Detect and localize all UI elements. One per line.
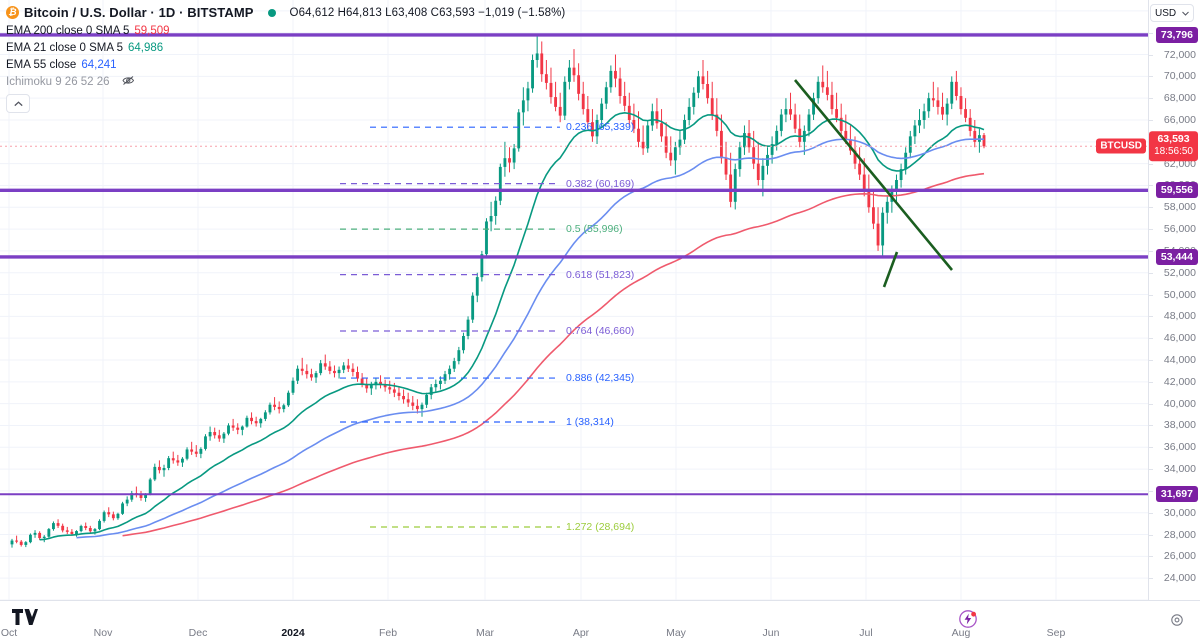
price-axis-tick-mark <box>1149 447 1153 449</box>
fib-level-label: 0.382 (60,169) <box>566 177 635 190</box>
price-axis-tick: 28,000 <box>1163 528 1196 541</box>
countdown-timer: 18:56:50 <box>1154 146 1193 158</box>
price-axis-tick: 70,000 <box>1163 70 1196 83</box>
price-axis-tick: 30,000 <box>1163 506 1196 519</box>
price-axis-tick-mark <box>1149 490 1153 492</box>
price-axis-tick: 34,000 <box>1163 463 1196 476</box>
price-axis-tick-mark <box>1149 578 1153 580</box>
price-axis-tick: 46,000 <box>1163 332 1196 345</box>
trendlines <box>793 79 954 288</box>
legend-collapse-button[interactable] <box>6 94 30 113</box>
grid-lines <box>0 0 1148 600</box>
price-axis-tick-mark <box>1149 338 1153 340</box>
price-axis-tick: 26,000 <box>1163 550 1196 563</box>
price-axis-tick-mark <box>1149 556 1153 558</box>
fib-level-label: 0.236 (65,339) <box>566 121 635 134</box>
price-axis-tick-mark <box>1149 207 1153 209</box>
price-axis-tick: 48,000 <box>1163 310 1196 323</box>
price-axis-tick: 58,000 <box>1163 201 1196 214</box>
time-axis[interactable]: Oct Nov Dec 2024 Feb Mar Apr May Jun Jul Aug Sep <box>0 600 1200 643</box>
price-axis-tick-mark <box>1149 316 1153 318</box>
price-axis-tick: 38,000 <box>1163 419 1196 432</box>
time-axis-tick: Apr <box>572 627 590 639</box>
time-axis-tick: Jul <box>859 627 873 639</box>
time-axis-tick: Aug <box>951 627 971 639</box>
symbol-price-tag[interactable]: BTCUSD <box>1096 138 1146 154</box>
price-axis-tick-mark <box>1149 229 1153 231</box>
price-axis-tick: 68,000 <box>1163 92 1196 105</box>
price-level-badge[interactable]: 53,444 <box>1155 248 1198 265</box>
price-axis-tick: 24,000 <box>1163 572 1196 585</box>
fib-level-label: 0.764 (46,660) <box>566 324 635 337</box>
chart-canvas <box>0 0 1148 600</box>
price-axis-tick-mark <box>1149 76 1153 78</box>
price-level-badge[interactable]: 59,556 <box>1155 182 1198 199</box>
time-axis-tick: Feb <box>378 627 398 639</box>
fib-level-label: 1.272 (28,694) <box>566 520 635 533</box>
fib-level-label: 0.5 (55,996) <box>566 223 623 236</box>
price-axis-tick: 50,000 <box>1163 288 1196 301</box>
price-axis-tick-mark <box>1149 54 1153 56</box>
price-axis-tick-mark <box>1149 294 1153 296</box>
lightning-alert-icon[interactable] <box>957 608 979 630</box>
chevron-up-icon <box>13 100 23 106</box>
fib-level-label: 0.886 (42,345) <box>566 372 635 385</box>
price-axis-tick-mark <box>1149 98 1153 100</box>
price-axis-tick-mark <box>1149 272 1153 274</box>
fib-level-label: 1 (38,314) <box>566 416 614 429</box>
price-axis-tick-mark <box>1149 163 1153 165</box>
price-level-badge[interactable]: 73,796 <box>1155 26 1198 43</box>
time-axis-tick: Sep <box>1046 627 1066 639</box>
current-price-value: 63,593 <box>1157 133 1190 146</box>
chevron-down-icon <box>1182 11 1189 16</box>
tradingview-logo-icon[interactable] <box>12 609 38 630</box>
price-axis-tick: 36,000 <box>1163 441 1196 454</box>
gear-icon[interactable] <box>1170 613 1184 632</box>
time-axis-tick: Dec <box>188 627 208 639</box>
time-axis-tick: Jun <box>762 627 780 639</box>
price-axis-tick-mark <box>1149 360 1153 361</box>
price-level-badge[interactable]: 31,697 <box>1155 486 1198 503</box>
price-axis-tick-mark <box>1149 534 1153 536</box>
price-axis-tick: 42,000 <box>1163 375 1196 388</box>
price-axis-tick-mark <box>1149 250 1153 252</box>
price-axis-tick: 52,000 <box>1163 266 1196 279</box>
price-axis[interactable]: 74,00072,00070,00068,00066,00064,00062,0… <box>1148 0 1200 600</box>
price-axis-tick-mark <box>1149 185 1153 187</box>
time-axis-tick: Oct <box>0 627 18 639</box>
fib-level-label: 0.618 (51,823) <box>566 268 635 281</box>
price-axis-tick-mark <box>1149 403 1153 405</box>
price-axis-tick: 72,000 <box>1163 48 1196 61</box>
time-axis-tick: 2024 <box>281 627 305 639</box>
currency-label: USD <box>1155 7 1177 19</box>
price-axis-tick-mark <box>1149 120 1153 121</box>
candlesticks <box>10 34 986 548</box>
chart-plot-area[interactable]: 0.236 (65,339) 0.382 (60,169) 0.5 (55,996)… <box>0 0 1148 600</box>
price-axis-tick-mark <box>1149 381 1153 383</box>
price-axis-tick: 40,000 <box>1163 397 1196 410</box>
price-axis-tick: 66,000 <box>1163 114 1196 126</box>
price-axis-tick: 44,000 <box>1163 354 1196 366</box>
time-axis-tick: Mar <box>475 627 495 639</box>
current-price-badge[interactable]: 63,593 18:56:50 <box>1149 131 1198 162</box>
price-axis-tick-mark <box>1149 469 1153 471</box>
price-axis-tick: 56,000 <box>1163 223 1196 236</box>
price-axis-tick-mark <box>1149 32 1153 34</box>
horizontal-level-lines <box>0 33 1148 496</box>
time-axis-tick: Nov <box>93 627 113 639</box>
currency-selector[interactable]: USD <box>1150 4 1194 22</box>
price-axis-tick-mark <box>1149 512 1153 514</box>
price-axis-tick-mark <box>1149 425 1153 427</box>
time-axis-tick: May <box>666 627 686 639</box>
